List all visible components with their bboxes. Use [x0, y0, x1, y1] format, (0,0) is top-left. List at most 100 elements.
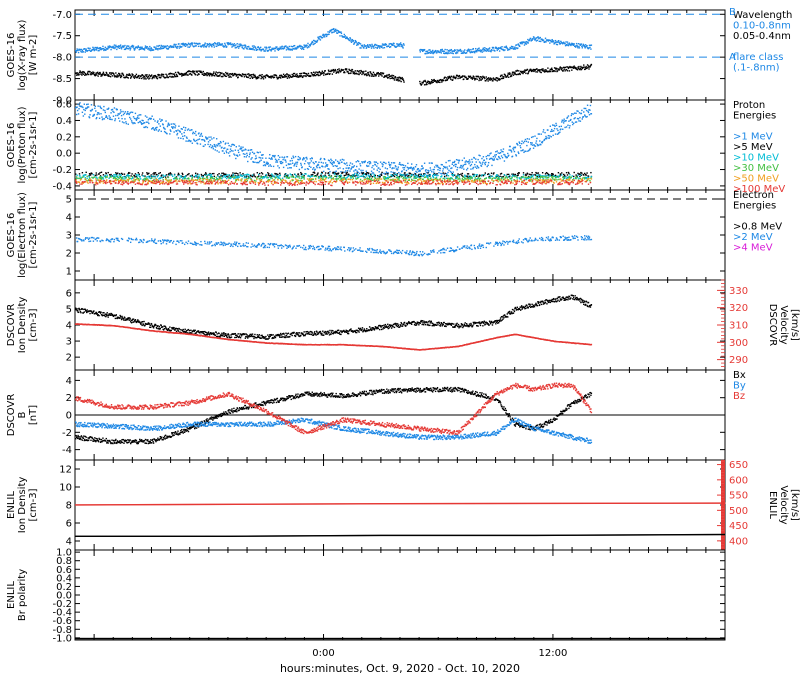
data-point	[153, 77, 154, 78]
data-point	[567, 70, 568, 71]
data-point	[313, 163, 314, 164]
data-point	[462, 173, 463, 174]
data-point	[334, 162, 335, 163]
data-point	[487, 165, 488, 166]
data-point	[450, 178, 451, 179]
data-point	[129, 117, 130, 118]
data-point	[96, 172, 97, 173]
data-point	[302, 77, 303, 78]
data-point	[500, 149, 501, 150]
data-point	[562, 129, 563, 130]
data-point	[359, 176, 360, 177]
data-point	[153, 49, 154, 50]
data-point	[194, 180, 195, 181]
data-point	[346, 68, 347, 69]
data-point	[234, 173, 235, 174]
data-point	[212, 146, 213, 147]
data-point	[282, 178, 283, 179]
data-point	[118, 47, 119, 48]
data-point	[297, 162, 298, 163]
data-point	[531, 177, 532, 178]
data-point	[330, 159, 331, 160]
data-point	[197, 173, 198, 174]
data-point	[173, 45, 174, 46]
data-point	[263, 78, 264, 79]
data-point	[243, 174, 244, 175]
data-point	[95, 106, 96, 107]
data-point	[82, 72, 83, 73]
data-point	[401, 77, 402, 78]
data-point	[257, 49, 258, 50]
data-point	[455, 78, 456, 79]
data-point	[238, 179, 239, 180]
data-point	[175, 125, 176, 126]
data-point	[111, 119, 112, 120]
data-point	[508, 155, 509, 156]
data-point	[84, 113, 85, 114]
data-point	[91, 104, 92, 105]
data-point	[259, 152, 260, 153]
data-point	[535, 71, 536, 72]
data-point	[232, 172, 233, 173]
data-point	[383, 73, 384, 74]
data-point	[509, 49, 510, 50]
data-point	[178, 43, 179, 44]
data-point	[390, 176, 391, 177]
data-point	[155, 172, 156, 173]
data-point	[578, 120, 579, 121]
data-point	[203, 179, 204, 180]
data-point	[363, 71, 364, 72]
data-point	[209, 75, 210, 76]
flare-marker: B	[729, 7, 736, 18]
data-point	[162, 124, 163, 125]
data-point	[335, 70, 336, 71]
data-point	[245, 46, 246, 47]
data-point	[469, 49, 470, 50]
data-point	[339, 177, 340, 178]
data-point	[79, 182, 80, 183]
data-point	[148, 173, 149, 174]
data-point	[360, 165, 361, 166]
data-point	[236, 173, 237, 174]
data-point	[273, 166, 274, 167]
data-point	[289, 177, 290, 178]
data-point	[174, 127, 175, 128]
data-point	[323, 171, 324, 172]
data-point	[586, 172, 587, 173]
data-point	[234, 154, 235, 155]
data-point	[214, 178, 215, 179]
data-point	[375, 47, 376, 48]
data-point	[156, 127, 157, 128]
data-point	[482, 51, 483, 52]
data-point	[472, 168, 473, 169]
data-point	[574, 112, 575, 113]
data-point	[552, 124, 553, 125]
data-point	[254, 75, 255, 76]
data-point	[373, 168, 374, 169]
data-point	[411, 174, 412, 175]
data-point	[441, 175, 442, 176]
data-point	[240, 146, 241, 147]
flare-marker: A	[729, 52, 736, 63]
data-point	[252, 49, 253, 50]
data-point	[327, 73, 328, 74]
data-point	[472, 161, 473, 162]
data-point	[589, 47, 590, 48]
data-point	[227, 174, 228, 175]
data-point	[529, 174, 530, 175]
data-point	[443, 51, 444, 52]
data-point	[121, 177, 122, 178]
data-point	[588, 68, 589, 69]
data-point	[260, 75, 261, 76]
data-point	[451, 49, 452, 50]
data-point	[501, 173, 502, 174]
data-point	[341, 177, 342, 178]
data-point	[332, 73, 333, 74]
data-point	[323, 178, 324, 179]
data-point	[433, 169, 434, 170]
data-point	[500, 152, 501, 153]
data-point	[119, 48, 120, 49]
data-point	[501, 46, 502, 47]
data-point	[450, 77, 451, 78]
data-point	[239, 172, 240, 173]
